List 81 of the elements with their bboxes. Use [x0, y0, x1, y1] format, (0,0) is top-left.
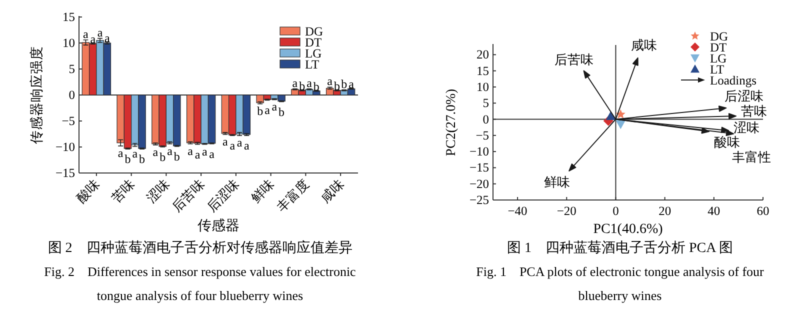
data-label: a [272, 100, 278, 114]
data-label: a [209, 146, 216, 161]
y-tick-label: −5 [62, 114, 75, 128]
caption: 图 1 四种蓝莓酒电子舌分析 PCA 图 [507, 240, 733, 256]
legend-label: DG [305, 24, 324, 38]
y-tick-label: 10 [62, 36, 75, 50]
data-label: a [118, 146, 124, 160]
data-label: a [202, 144, 208, 158]
data-label: a [348, 77, 355, 92]
legend-label: LG [710, 52, 727, 66]
x-axis-title: PC1(40.6%) [593, 222, 664, 237]
x-tick-label: 20 [658, 204, 672, 218]
y-tick-label: 0 [482, 112, 489, 126]
data-label: a [327, 74, 334, 88]
y-tick-label: 20 [476, 48, 489, 62]
data-label: b [174, 149, 180, 164]
x-tick-label: 苦味 [108, 176, 138, 206]
data-label: a [167, 144, 174, 158]
y-tick-label: 10 [476, 80, 489, 94]
y-tick-label: 5 [68, 62, 75, 76]
legend-label: DT [305, 36, 322, 50]
legend-label: 涩味 [734, 120, 760, 136]
y-tick-label: −15 [55, 166, 75, 180]
x-tick-label: 40 [708, 204, 720, 218]
data-label: a [104, 30, 110, 45]
caption: Fig. 2 Differences in sensor response values for electronic tongue analysis of four blueberry wines [44, 264, 356, 303]
data-label: a [90, 32, 96, 46]
data-label: b [299, 78, 306, 93]
x-tick-label: −20 [556, 204, 576, 218]
data-label: b [341, 76, 348, 91]
data-label: a [132, 146, 138, 160]
legend-title: Loadings [710, 74, 757, 88]
x-tick-label: −40 [508, 204, 528, 218]
y-tick-label: 5 [482, 96, 489, 110]
data-label: b [334, 78, 340, 93]
data-label: a [152, 144, 159, 159]
y-tick-label: −25 [469, 193, 489, 207]
caption: Fig. 1 PCA plots of electronic tongue analysis of four blueberry wines [476, 264, 765, 303]
data-label: a [230, 138, 236, 153]
data-label: b [160, 150, 166, 164]
y-tick-label: −15 [469, 160, 489, 175]
x-tick-label: 酸味 [74, 176, 103, 206]
data-label: a [83, 26, 90, 41]
series-label: 咸味 [630, 38, 657, 53]
x-tick-label: 咸味 [318, 176, 347, 206]
data-label: a [292, 76, 298, 90]
y-tick-label: 15 [62, 10, 75, 24]
legend-label: DG [710, 30, 728, 44]
legend-label: DT [710, 40, 728, 54]
x-axis-title: 传感器 [198, 218, 240, 234]
legend-label: LT [710, 62, 724, 76]
x-tick-label: 0 [612, 204, 619, 218]
legend-label: LT [305, 58, 320, 72]
y-tick-label: 0 [68, 88, 75, 102]
data-label: b [278, 104, 285, 119]
series-label: 后苦味 [554, 52, 594, 68]
data-label: a [188, 144, 194, 158]
data-label: a [222, 134, 229, 149]
y-axis-title: 传感器响应强度 [29, 46, 44, 144]
caption: 图 2 四种蓝莓酒电子舌分析对传感器响应值差异 [48, 240, 352, 256]
data-label: b [124, 152, 131, 166]
y-tick-label: −10 [469, 144, 489, 159]
legend-label: LG [305, 46, 322, 60]
series-label: 后涩味 [724, 88, 764, 104]
data-label: a [97, 25, 104, 40]
y-tick-label: −10 [55, 140, 75, 154]
y-tick-label: −5 [476, 128, 489, 142]
data-label: a [236, 136, 243, 150]
data-label: a [264, 103, 271, 118]
data-label: a [194, 147, 201, 162]
x-tick-label: 60 [756, 204, 770, 218]
y-tick-label: 15 [476, 64, 489, 78]
data-label: b [139, 152, 146, 166]
series-label: 酸味 [714, 134, 740, 150]
data-label: b [257, 104, 264, 118]
series-label: 丰富性 [732, 149, 771, 164]
legend-label: 苦味 [740, 104, 767, 119]
data-label: a [244, 138, 250, 153]
y-axis-title: PC2(27.0%) [443, 88, 458, 156]
data-label: b [313, 79, 320, 94]
data-label: a [306, 76, 313, 90]
